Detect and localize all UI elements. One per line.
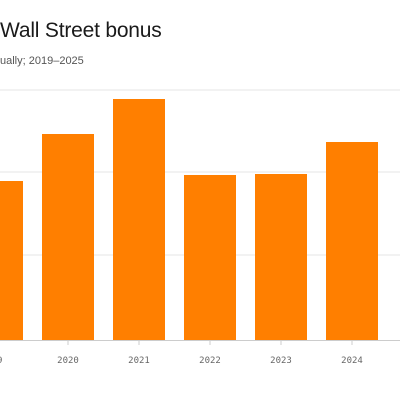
bar-2023	[255, 174, 307, 340]
bar-2022	[184, 175, 236, 340]
bar-19	[0, 181, 23, 340]
x-tick-label: 2022	[199, 356, 221, 366]
x-tick-label: 2024	[341, 356, 363, 366]
bar-2021	[113, 99, 165, 340]
x-tick-label: 19	[0, 356, 2, 366]
bar-2020	[42, 134, 94, 340]
x-tick-label: 2020	[57, 356, 79, 366]
x-tick-label: 2021	[128, 356, 150, 366]
x-tick-label: 2023	[270, 356, 292, 366]
chart-title: Wall Street bonus	[0, 19, 162, 42]
chart-subtitle: ually; 2019–2025	[0, 55, 84, 67]
bar-2024	[326, 142, 378, 340]
